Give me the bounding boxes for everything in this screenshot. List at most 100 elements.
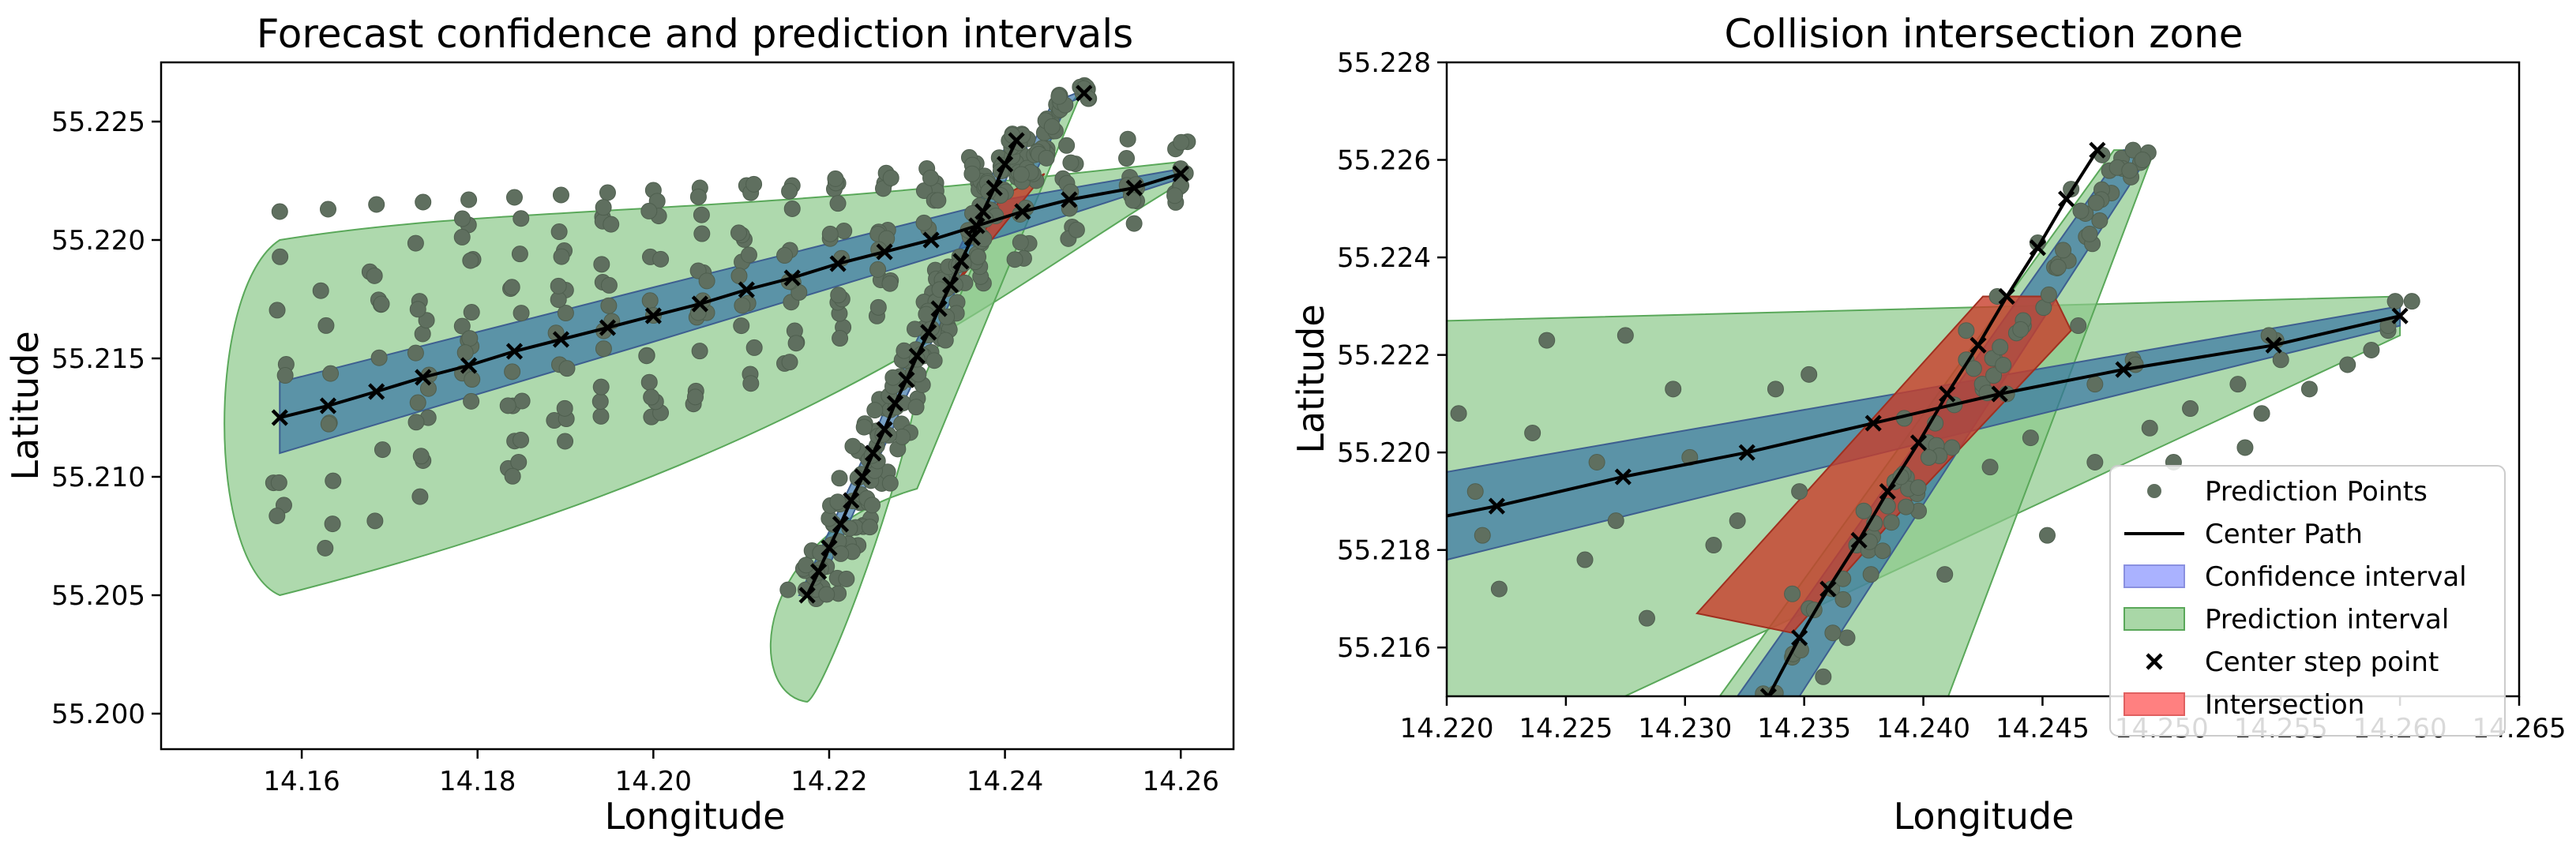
prediction-point (1474, 527, 1491, 544)
prediction-point (2134, 152, 2151, 169)
prediction-point (831, 470, 848, 487)
prediction-point (513, 210, 530, 227)
prediction-point (1992, 339, 2009, 356)
prediction-point (2055, 242, 2072, 259)
chart-collision-zone: Collision intersection zone 14.220 14.225… (1290, 11, 2566, 838)
prediction-point (2300, 381, 2318, 398)
prediction-point (1490, 580, 1508, 598)
prediction-point (818, 586, 836, 603)
prediction-point (553, 248, 570, 265)
prediction-point (2253, 405, 2270, 422)
prediction-point (1012, 166, 1030, 183)
y-tick-label: 55.205 (51, 580, 145, 612)
x-tick-label: 14.245 (1996, 713, 2090, 744)
prediction-point (1824, 624, 1842, 642)
prediction-point (2049, 258, 2067, 276)
x-tick-label: 14.22 (790, 766, 867, 797)
prediction-point (776, 247, 794, 264)
prediction-point (592, 407, 610, 425)
prediction-point (2229, 376, 2247, 393)
y-tick-label: 55.210 (51, 462, 145, 493)
prediction-point (464, 371, 481, 388)
prediction-point (1834, 590, 1852, 608)
prediction-point (317, 317, 335, 334)
y-tick-label: 55.222 (1337, 340, 1431, 372)
prediction-point (453, 228, 471, 246)
center-step-point (876, 421, 893, 438)
plot-layer (223, 77, 1196, 703)
prediction-point (603, 216, 620, 233)
center-step-point (1850, 531, 1868, 549)
prediction-point (2038, 527, 2056, 544)
center-step-point (854, 468, 871, 485)
prediction-point (2236, 439, 2254, 456)
prediction-point (2081, 225, 2098, 242)
x-axis-label: Longitude (605, 795, 786, 838)
prediction-point (1466, 483, 1484, 500)
y-axis-label: Latitude (1290, 304, 1332, 453)
prediction-point (640, 373, 658, 391)
y-tick-label: 55.228 (1337, 47, 1431, 79)
y-tick-label: 55.220 (1337, 437, 1431, 469)
center-step-point (1864, 414, 1882, 432)
prediction-point (409, 394, 426, 411)
x-tick-label: 14.26 (1143, 766, 1219, 797)
prediction-point (591, 393, 609, 411)
prediction-point (638, 347, 655, 365)
center-step-point (1125, 179, 1143, 197)
legend-prediction-swatch (2124, 607, 2185, 631)
prediction-point (1617, 327, 1634, 344)
center-step-point (1991, 385, 2008, 403)
x-tick-label: 14.235 (1757, 713, 1851, 744)
center-step-point (1738, 444, 1756, 461)
prediction-point (869, 298, 887, 316)
prediction-point (2012, 321, 2030, 338)
prediction-point (412, 448, 430, 465)
prediction-point (838, 570, 855, 587)
prediction-point (599, 184, 616, 201)
prediction-point (317, 539, 334, 557)
center-step-point (1172, 165, 1189, 182)
prediction-point (456, 344, 474, 362)
center-step-point (2089, 141, 2106, 159)
prediction-point (556, 399, 573, 417)
prediction-point (1576, 551, 1594, 568)
x-tick-label: 14.24 (967, 766, 1043, 797)
legend-item: Prediction Points (2147, 476, 2428, 508)
axes-frame (1445, 61, 2521, 698)
prediction-point (1995, 356, 2012, 373)
prediction-point (1874, 542, 1891, 560)
prediction-point (829, 493, 847, 511)
prediction-point (415, 193, 432, 211)
prediction-point (832, 330, 849, 347)
plot-layer (1447, 141, 2420, 696)
center-step-point (941, 276, 959, 294)
prediction-point (1985, 367, 2003, 384)
prediction-point (1729, 512, 1746, 530)
prediction-point (1062, 154, 1080, 171)
prediction-point (693, 225, 711, 242)
prediction-point (1815, 668, 1832, 685)
prediction-point (322, 365, 340, 382)
prediction-point (550, 277, 567, 294)
center-step-point (898, 371, 915, 388)
prediction-point (1119, 130, 1136, 148)
legend-marker-swatch (2146, 653, 2163, 670)
prediction-point (779, 581, 797, 598)
prediction-point (1920, 449, 1937, 467)
center-step-point (810, 563, 828, 580)
legend-label: Confidence interval (2205, 561, 2467, 593)
prediction-point (698, 272, 715, 290)
prediction-point (783, 200, 801, 217)
prediction-point (324, 515, 341, 533)
prediction-point (1118, 150, 1136, 167)
center-step-point (798, 587, 816, 604)
prediction-point (2086, 376, 2104, 393)
prediction-point (2091, 212, 2108, 229)
center-step-point (599, 319, 617, 336)
prediction-point (462, 252, 479, 269)
x-tick-label: 14.240 (1876, 713, 1970, 744)
prediction-point (836, 223, 853, 240)
prediction-point (643, 388, 660, 406)
center-step-point (820, 539, 838, 557)
